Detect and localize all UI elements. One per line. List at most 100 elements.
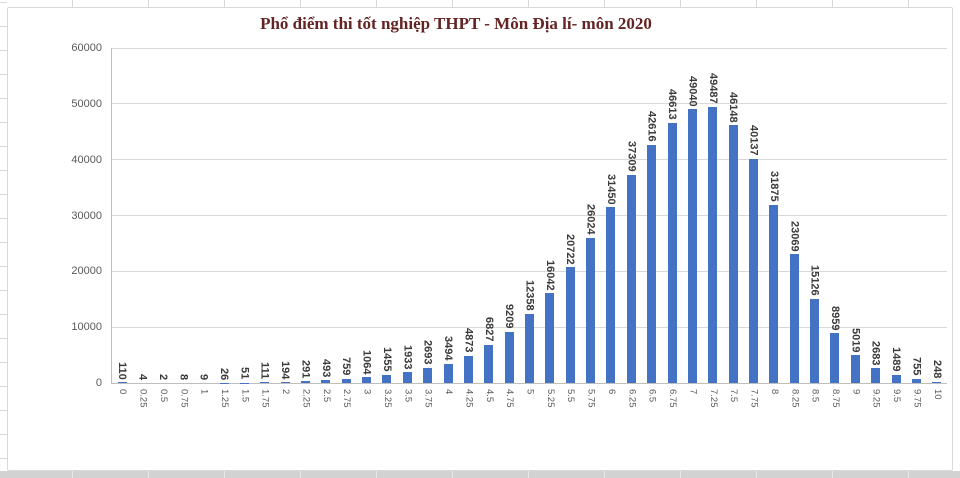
spreadsheet-top-cells[interactable]	[0, 0, 960, 7]
y-tick-label: 20000	[71, 265, 102, 278]
bar	[708, 106, 718, 383]
x-tick-label: 8.25	[789, 389, 801, 408]
data-label: 31875	[767, 171, 780, 203]
data-label: 2693	[421, 340, 434, 365]
data-label: 2	[156, 373, 169, 380]
data-label: 49040	[686, 75, 699, 107]
data-label: 2683	[869, 340, 882, 366]
data-label: 12358	[523, 280, 536, 312]
data-label: 4873	[462, 328, 475, 353]
data-label: 46148	[727, 91, 740, 123]
x-tick-label: 6.5	[646, 389, 658, 403]
bar	[911, 378, 921, 383]
y-tick-label: 10000	[71, 321, 102, 334]
bar	[850, 354, 860, 383]
gridline	[112, 270, 947, 272]
bar	[810, 298, 820, 383]
gridline	[112, 215, 947, 216]
x-tick-label: 1.25	[219, 389, 230, 408]
bar	[545, 293, 555, 383]
spreadsheet-left-cells[interactable]	[0, 0, 7, 478]
data-label: 755	[910, 357, 923, 376]
x-tick-label: 4.75	[504, 389, 516, 408]
x-tick-label: 6	[605, 389, 617, 395]
bar	[300, 381, 310, 383]
y-tick-label: 30000	[71, 209, 102, 222]
bar	[443, 363, 453, 383]
data-label: 8	[177, 373, 190, 380]
bar	[382, 374, 392, 383]
data-label: 26024	[584, 204, 597, 235]
data-label: 4	[136, 373, 149, 380]
data-label: 51	[238, 367, 251, 380]
x-tick-label: 2.25	[300, 389, 312, 408]
y-tick-label: 40000	[71, 153, 102, 166]
data-label: 16042	[543, 259, 556, 291]
spreadsheet-bottom-cells[interactable]	[0, 471, 960, 478]
x-tick-label: 7	[687, 389, 699, 395]
x-tick-label: 9.5	[891, 389, 903, 403]
x-tick-label: 9.75	[911, 389, 923, 408]
y-tick-label: 0	[95, 377, 102, 389]
x-tick-label: 6.25	[626, 389, 638, 408]
bar	[484, 344, 494, 383]
x-tick-label: 7.75	[748, 389, 760, 408]
y-tick-label: 50000	[71, 97, 102, 110]
bar	[463, 355, 473, 383]
bar	[525, 314, 534, 383]
bar	[687, 109, 697, 383]
data-label: 42616	[645, 111, 658, 143]
data-label: 31450	[604, 173, 617, 205]
bar	[830, 332, 840, 383]
data-label: 1455	[380, 347, 393, 372]
x-tick-label: 3.5	[402, 389, 414, 403]
x-tick-label: 5.25	[544, 389, 556, 408]
bar	[423, 367, 433, 383]
x-tick-label: 3.75	[422, 389, 434, 408]
data-label: 1489	[890, 347, 903, 372]
gridline	[112, 103, 947, 105]
data-label: 9	[197, 373, 210, 380]
data-label: 759	[340, 357, 353, 376]
x-tick-label: 3	[361, 389, 373, 395]
data-label: 194	[279, 360, 292, 379]
bar	[932, 381, 942, 383]
x-tick-label: 10	[931, 389, 943, 400]
bar	[871, 368, 881, 383]
x-tick-label: 5.75	[585, 389, 597, 408]
bar	[362, 377, 372, 383]
x-tick-label: 0.25	[137, 389, 149, 408]
data-label: 1064	[360, 349, 373, 375]
data-label: 9209	[503, 304, 516, 329]
data-label: 49487	[706, 73, 719, 104]
gridline	[112, 47, 947, 49]
y-tick-label: 60000	[71, 42, 102, 54]
chart-object[interactable]: Phổ điểm thi tốt nghiệp THPT - Môn Địa l…	[7, 7, 953, 471]
bar	[789, 254, 799, 383]
data-label: 493	[319, 358, 332, 378]
x-tick-label: 3.25	[381, 389, 393, 408]
x-tick-label: 2	[280, 389, 292, 395]
x-tick-label: 2.75	[341, 389, 353, 408]
x-tick-label: 1.75	[259, 389, 271, 408]
data-label: 15126	[808, 264, 821, 296]
bar	[341, 378, 351, 383]
x-tick-label: 7.5	[728, 389, 740, 403]
data-label: 23069	[788, 220, 801, 252]
data-label: 5019	[849, 327, 862, 352]
x-tick-label: 9	[850, 389, 862, 395]
x-tick-label: 9.25	[870, 389, 882, 408]
x-tick-label: 8	[768, 389, 780, 395]
bar	[117, 382, 127, 383]
gridline	[112, 159, 947, 161]
bar	[749, 158, 759, 383]
bar	[321, 380, 331, 383]
x-tick-label: 1.5	[239, 389, 251, 403]
data-label: 291	[299, 360, 312, 379]
x-tick-label: 5	[524, 389, 536, 395]
x-tick-label: 6.75	[667, 389, 679, 408]
plot-area: 110 0 4 0.25 2 0.5 8 0.75 9 1 26 1.25 51 1.5 111 1.75 19…	[111, 47, 947, 408]
bar	[667, 122, 677, 383]
x-tick-label: 8.75	[829, 389, 841, 408]
